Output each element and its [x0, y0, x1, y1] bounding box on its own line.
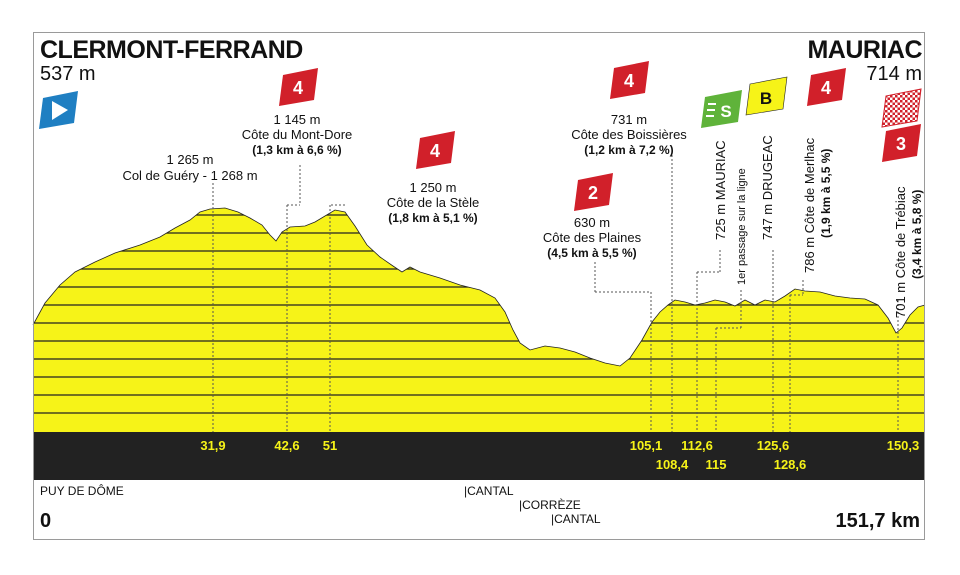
start-altitude: 537 m	[40, 63, 96, 85]
climb-label-merlhac: 786 m Côte de Merlhac (1,9 km à 5,5 %)	[802, 137, 833, 273]
km-marker: 112,6	[681, 438, 713, 453]
climb-label-mont-dore: 1 145 m Côte du Mont-Dore (1,3 km à 6,6 …	[242, 112, 353, 157]
svg-text:Col de Guéry - 1 268 m: Col de Guéry - 1 268 m	[122, 168, 257, 183]
start-distance: 0	[40, 510, 52, 532]
region-label: |CANTAL	[551, 512, 601, 526]
svg-text:786 m Côte de Merlhac: 786 m Côte de Merlhac	[802, 137, 817, 273]
climb-label-boissieres: 731 m Côte des Boissières (1,2 km à 7,2 …	[571, 112, 687, 157]
km-marker: 115	[706, 457, 727, 472]
svg-text:S: S	[720, 102, 731, 121]
svg-text:3: 3	[896, 134, 906, 154]
mauriac-passage-label: 725 m MAURIAC	[713, 140, 728, 240]
svg-text:(3,4 km à 5,8 %): (3,4 km à 5,8 %)	[910, 190, 924, 279]
km-marker: 128,6	[774, 457, 807, 472]
svg-text:4: 4	[293, 78, 303, 98]
svg-text:1 265 m: 1 265 m	[167, 152, 214, 167]
finish-city: MAURIAC	[807, 36, 922, 64]
svg-text:1 145 m: 1 145 m	[274, 112, 321, 127]
category-3-badge: 3	[882, 124, 921, 162]
km-marker: 105,1	[630, 438, 663, 453]
svg-text:4: 4	[821, 78, 831, 98]
total-distance: 151,7 km	[835, 510, 920, 532]
svg-text:Côte des Boissières: Côte des Boissières	[571, 127, 687, 142]
start-flag-icon	[39, 91, 78, 129]
svg-text:630 m: 630 m	[574, 215, 610, 230]
climb-label-trebiac: 701 m Côte de Trébiac (3,4 km à 5,8 %)	[893, 186, 924, 318]
svg-text:(4,5 km à 5,5 %): (4,5 km à 5,5 %)	[547, 246, 636, 260]
drugeac-label: 747 m DRUGEAC	[760, 135, 775, 240]
category-4-badge: 4	[807, 68, 846, 106]
km-marker: 31,9	[200, 438, 225, 453]
km-marker: 42,6	[274, 438, 299, 453]
svg-text:731 m: 731 m	[611, 112, 647, 127]
svg-text:B: B	[760, 89, 772, 108]
finish-altitude: 714 m	[866, 63, 922, 85]
svg-text:701 m Côte de Trébiac: 701 m Côte de Trébiac	[893, 186, 908, 318]
km-marker: 150,3	[887, 438, 920, 453]
svg-text:Côte du Mont-Dore: Côte du Mont-Dore	[242, 127, 353, 142]
category-4-badge: 4	[610, 61, 649, 99]
distance-band	[33, 432, 925, 480]
region-label: |CORRÈZE	[519, 498, 581, 512]
category-4-badge: 4	[416, 131, 455, 169]
elevation-outline	[32, 207, 926, 367]
category-4-badge: 4	[279, 68, 318, 106]
category-2-badge: 2	[574, 173, 613, 211]
region-label: |CANTAL	[464, 484, 514, 498]
svg-text:Côte de la Stèle: Côte de la Stèle	[387, 195, 480, 210]
km-marker: 108,4	[656, 457, 689, 472]
svg-text:2: 2	[588, 183, 598, 203]
climb-label-guery: 1 265 m Col de Guéry - 1 268 m	[122, 152, 257, 183]
sprint-badge: S	[701, 90, 742, 128]
guide-lines	[212, 155, 899, 432]
distance-markers: 31,9 42,6 51 105,1 112,6 125,6 150,3 108…	[200, 438, 919, 472]
km-marker: 51	[323, 438, 337, 453]
bonus-badge: B	[745, 76, 788, 116]
svg-text:(1,3 km à 6,6 %): (1,3 km à 6,6 %)	[252, 143, 341, 157]
climb-label-stele: 1 250 m Côte de la Stèle (1,8 km à 5,1 %…	[387, 180, 480, 225]
region-label: PUY DE DÔME	[40, 484, 124, 498]
svg-text:(1,9 km à 5,5 %): (1,9 km à 5,5 %)	[819, 149, 833, 238]
svg-text:(1,2 km à 7,2 %): (1,2 km à 7,2 %)	[584, 143, 673, 157]
svg-text:Côte des Plaines: Côte des Plaines	[543, 230, 642, 245]
svg-text:1 250 m: 1 250 m	[410, 180, 457, 195]
first-passage-label: 1er passage sur la ligne	[736, 168, 748, 285]
svg-text:4: 4	[624, 71, 634, 91]
start-city: CLERMONT-FERRAND	[40, 36, 303, 64]
elevation-profile	[33, 208, 925, 432]
km-marker: 125,6	[757, 438, 790, 453]
svg-text:4: 4	[430, 141, 440, 161]
finish-flag-icon	[881, 88, 922, 128]
svg-text:(1,8 km à 5,1 %): (1,8 km à 5,1 %)	[388, 211, 477, 225]
climb-label-plaines: 630 m Côte des Plaines (4,5 km à 5,5 %)	[543, 215, 642, 260]
